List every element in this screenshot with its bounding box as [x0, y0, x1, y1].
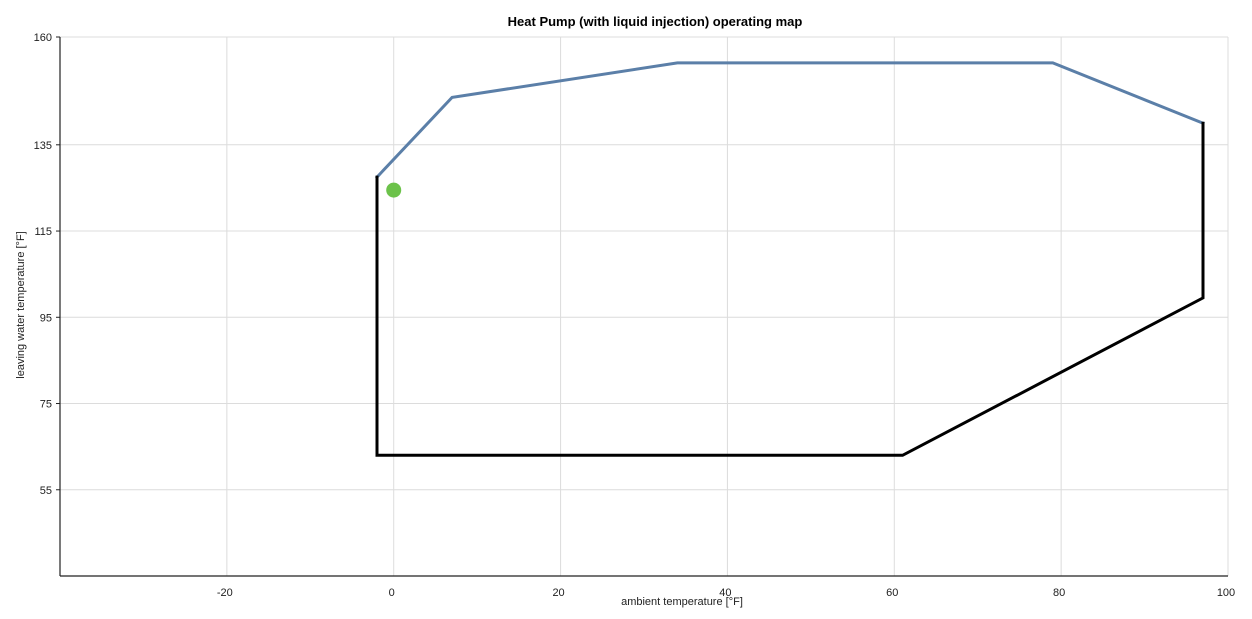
grid — [60, 36, 1229, 576]
x-axis-label: ambient temperature [°F] — [621, 596, 743, 608]
y-tick-label: 135 — [34, 140, 52, 152]
x-tick-label: 40 — [719, 587, 731, 599]
y-tick-label: 95 — [40, 312, 52, 324]
x-tick-label: 100 — [1217, 587, 1235, 599]
x-tick-label: 0 — [389, 587, 395, 599]
x-tick-label: 60 — [886, 587, 898, 599]
operating-point — [386, 182, 402, 198]
y-tick-label: 55 — [40, 485, 52, 497]
y-tick-label: 115 — [34, 226, 52, 238]
y-axis-label: leaving water temperature [°F] — [15, 231, 27, 378]
series — [374, 61, 1205, 457]
x-tick-label: 80 — [1053, 587, 1065, 599]
tick-labels: -20 0 20 40 60 80 100 55 75 95 115 135 160 — [34, 32, 1236, 599]
y-tick-label: 160 — [34, 32, 52, 44]
x-tick-label: 20 — [552, 587, 564, 599]
series-line-1 — [374, 61, 1205, 180]
series-line-2 — [375, 121, 1205, 457]
points — [386, 182, 402, 198]
x-tick-label: -20 — [217, 587, 233, 599]
y-tick-label: 75 — [40, 399, 52, 411]
chart-title: Heat Pump (with liquid injection) operat… — [508, 14, 803, 29]
